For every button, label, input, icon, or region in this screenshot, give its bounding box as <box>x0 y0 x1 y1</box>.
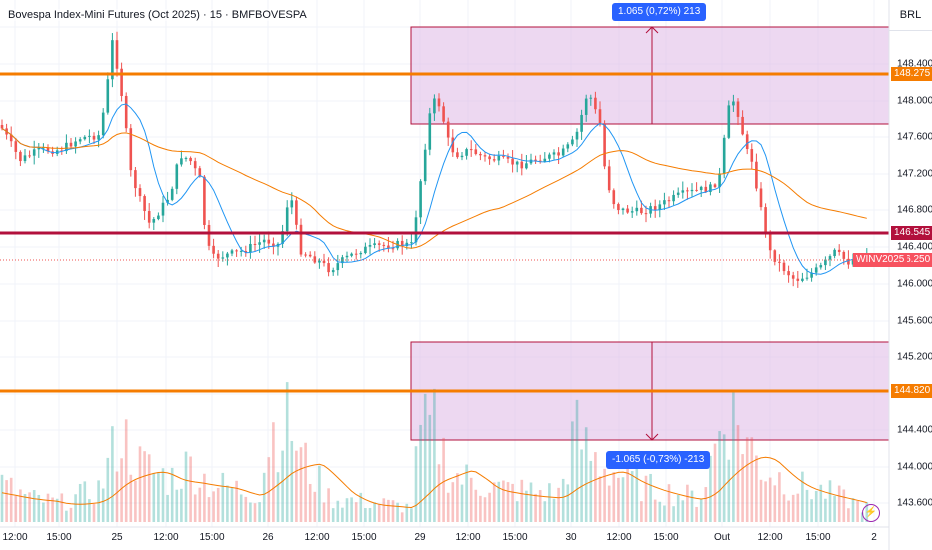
volume-bars <box>0 382 869 522</box>
support-price-tag: 146.545 <box>891 226 932 240</box>
time-axis-label: Out <box>713 532 731 543</box>
time-axis-label: 26 <box>262 532 274 543</box>
price-axis-label: 148.000 <box>897 95 932 107</box>
ema-fast-line <box>1 103 867 275</box>
time-axis-label: 12:00 <box>757 532 783 543</box>
lower-level-price-tag: 144.820 <box>891 384 932 398</box>
time-axis-label: 12:00 <box>153 532 179 543</box>
time-axis-label: 15:00 <box>199 532 225 543</box>
price-axis-label: 143.600 <box>897 497 932 509</box>
resistance-price-tag: 148.275 <box>891 67 932 81</box>
time-axis-label: 30 <box>565 532 577 543</box>
time-axis-label: 12:00 <box>2 532 28 543</box>
time-axis-label: 12:00 <box>304 532 330 543</box>
price-axis-label: 146.000 <box>897 278 932 290</box>
time-axis-label: 15:00 <box>502 532 528 543</box>
ema-slow-line <box>1 127 867 249</box>
price-axis-label: 147.600 <box>897 131 932 143</box>
upper-measure-label: 1.065 (0,72%) 213 <box>612 3 707 21</box>
time-axis-label: 15:00 <box>351 532 377 543</box>
flash-icon[interactable]: ⚡ <box>862 504 880 522</box>
price-axis-label: 144.400 <box>897 424 932 436</box>
time-axis-label: 25 <box>111 532 123 543</box>
candlesticks <box>0 31 869 288</box>
time-axis-label: 12:00 <box>455 532 481 543</box>
price-axis-label: 148.400 <box>897 58 932 70</box>
price-axis-label: 145.200 <box>897 351 932 363</box>
time-axis-label: 15:00 <box>805 532 831 543</box>
price-axis-label: 146.800 <box>897 204 932 216</box>
time-axis-label: 2 <box>871 532 877 543</box>
price-axis-label: 146.400 <box>897 241 932 253</box>
lower-measure-label: -1.065 (-0,73%) -213 <box>606 451 711 469</box>
time-axis-label: 29 <box>414 532 426 543</box>
symbol-label: WINV2025 <box>853 253 908 267</box>
time-axis-label: 15:00 <box>46 532 72 543</box>
price-axis-label: 144.000 <box>897 461 932 473</box>
volume-ma-line <box>1 456 867 509</box>
price-axis-label: 145.600 <box>897 315 932 327</box>
chart-title: Bovespa Index-Mini Futures (Oct 2025) · … <box>6 9 309 21</box>
time-axis-label: 15:00 <box>653 532 679 543</box>
time-axis-label: 12:00 <box>606 532 632 543</box>
currency-button[interactable]: BRL <box>889 0 932 31</box>
price-axis-label: 147.200 <box>897 168 932 180</box>
